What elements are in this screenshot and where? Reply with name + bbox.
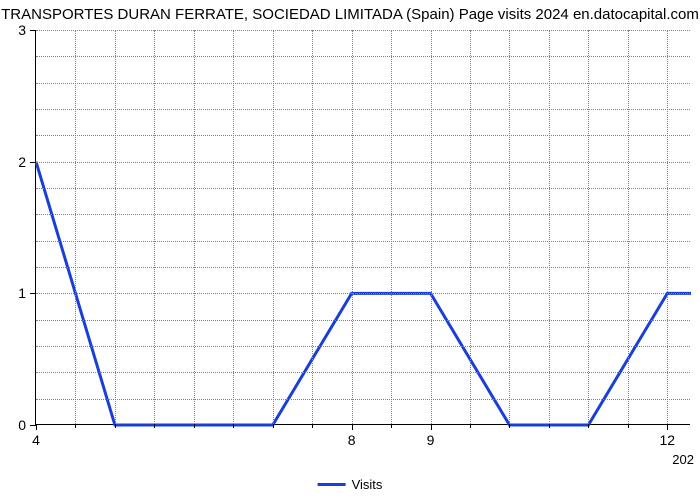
- grid-horizontal-minor: [36, 109, 690, 110]
- y-tick-mark: [30, 425, 36, 426]
- x-tick-mark-minor: [233, 424, 234, 428]
- x-tick-mark-minor: [549, 424, 550, 428]
- x-tick-label: 4: [32, 432, 40, 448]
- grid-vertical-minor: [470, 30, 471, 424]
- x-tick-mark-minor: [115, 424, 116, 428]
- grid-horizontal-minor: [36, 214, 690, 215]
- y-tick-mark: [30, 162, 36, 163]
- grid-vertical-minor: [628, 30, 629, 424]
- x-tick-mark-minor: [154, 424, 155, 428]
- grid-horizontal-minor: [36, 188, 690, 189]
- y-tick-mark: [30, 293, 36, 294]
- grid-vertical-minor: [194, 30, 195, 424]
- x-tick-mark: [352, 424, 353, 430]
- x-tick-mark: [431, 424, 432, 430]
- chart-title: TRANSPORTES DURAN FERRATE, SOCIEDAD LIMI…: [0, 6, 700, 23]
- grid-vertical-minor: [154, 30, 155, 424]
- grid-horizontal: [36, 293, 690, 294]
- x-tick-mark-minor: [194, 424, 195, 428]
- legend: Visits: [318, 477, 383, 492]
- grid-horizontal-minor: [36, 135, 690, 136]
- x-tick-mark-minor: [628, 424, 629, 428]
- y-tick-label: 0: [18, 417, 26, 433]
- grid-horizontal-minor: [36, 241, 690, 242]
- grid-vertical-minor: [312, 30, 313, 424]
- x-tick-label: 12: [660, 432, 676, 448]
- x-tick-label: 9: [427, 432, 435, 448]
- y-tick-label: 3: [18, 22, 26, 38]
- x-tick-mark-minor: [470, 424, 471, 428]
- x-tick-mark: [36, 424, 37, 430]
- grid-horizontal-minor: [36, 372, 690, 373]
- x-tick-mark-minor: [391, 424, 392, 428]
- grid-horizontal-minor: [36, 320, 690, 321]
- x-tick-mark-minor: [588, 424, 589, 428]
- y-tick-label: 2: [18, 154, 26, 170]
- chart-container: { "chart": { "type": "line", "title": "T…: [0, 0, 700, 500]
- legend-label: Visits: [352, 477, 383, 492]
- plot-area: 489122020123: [35, 30, 690, 425]
- grid-vertical-minor: [391, 30, 392, 424]
- grid-horizontal-minor: [36, 83, 690, 84]
- grid-vertical-minor: [75, 30, 76, 424]
- grid-vertical: [667, 30, 668, 424]
- grid-horizontal-minor: [36, 56, 690, 57]
- grid-vertical: [431, 30, 432, 424]
- grid-vertical-minor: [233, 30, 234, 424]
- grid-vertical-minor: [588, 30, 589, 424]
- x-tick-mark-minor: [75, 424, 76, 428]
- grid-horizontal-minor: [36, 346, 690, 347]
- y-tick-mark: [30, 30, 36, 31]
- x-tick-mark: [667, 424, 668, 430]
- grid-horizontal: [36, 30, 690, 31]
- grid-horizontal: [36, 162, 690, 163]
- x-tick-mark-minor: [509, 424, 510, 428]
- grid-horizontal-minor: [36, 399, 690, 400]
- x-sub-label: 202: [672, 452, 694, 467]
- x-tick-label: 8: [348, 432, 356, 448]
- legend-swatch: [318, 483, 346, 486]
- grid-vertical-minor: [549, 30, 550, 424]
- grid-vertical-minor: [115, 30, 116, 424]
- grid-vertical-minor: [273, 30, 274, 424]
- grid-vertical-minor: [509, 30, 510, 424]
- grid-horizontal-minor: [36, 267, 690, 268]
- y-tick-label: 1: [18, 285, 26, 301]
- x-tick-mark-minor: [312, 424, 313, 428]
- visits-line: [36, 30, 691, 425]
- x-tick-mark-minor: [273, 424, 274, 428]
- grid-vertical: [352, 30, 353, 424]
